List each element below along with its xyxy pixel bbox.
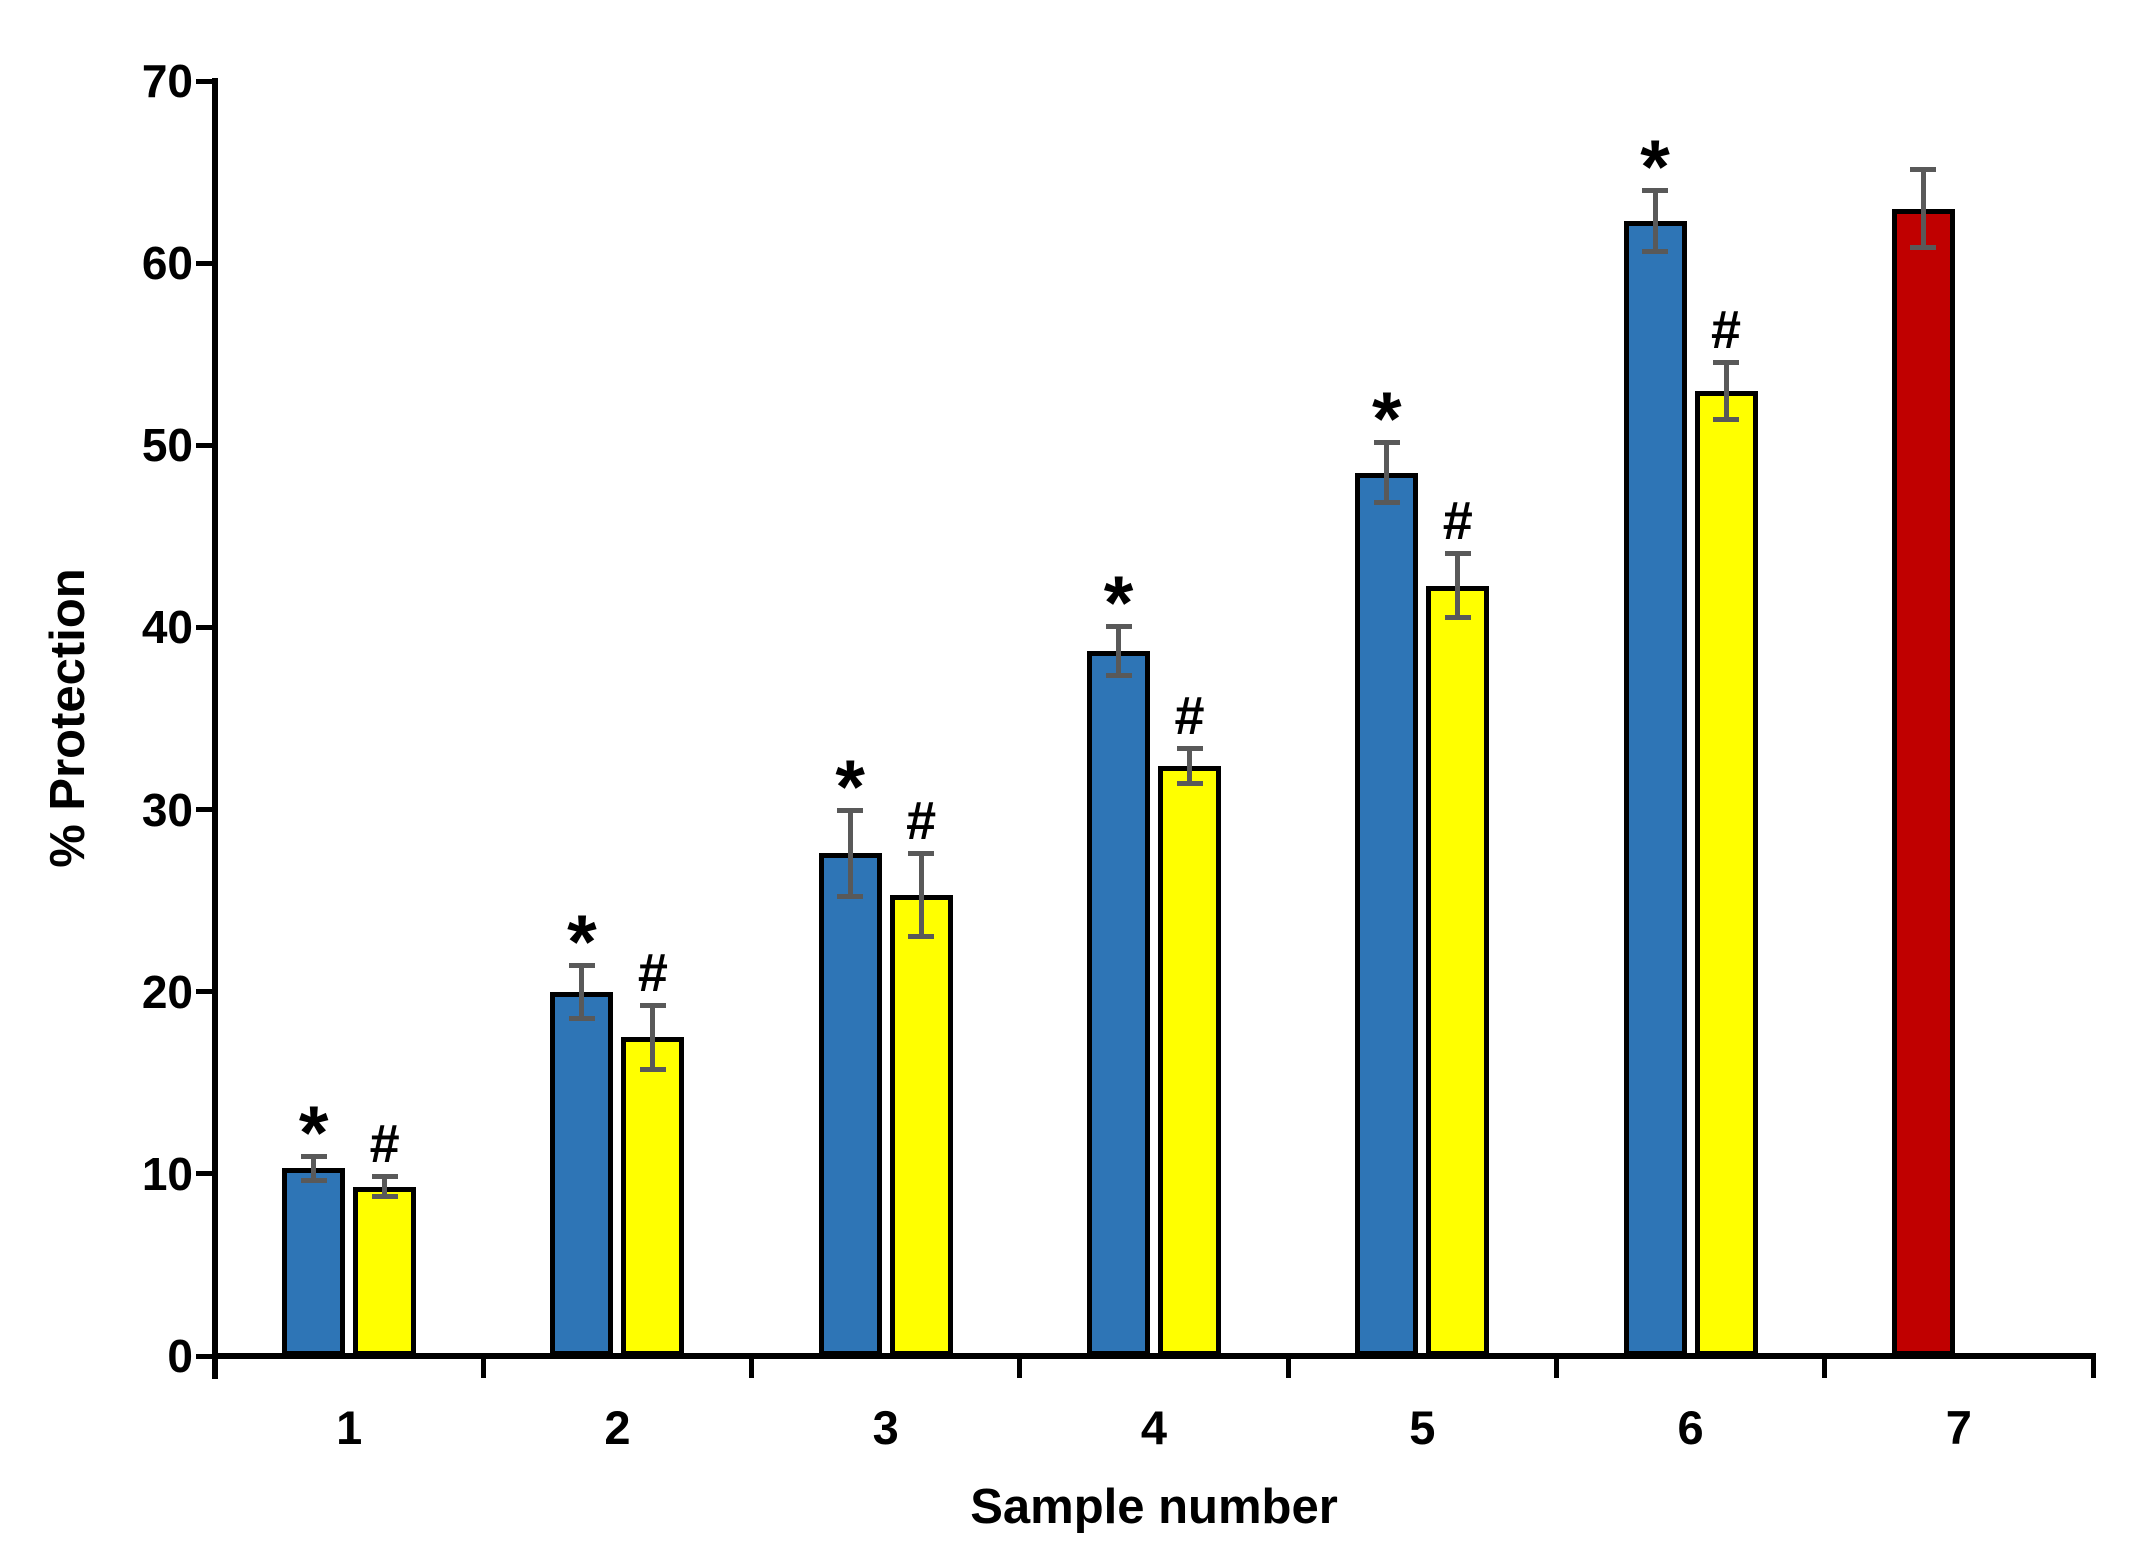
x-axis-line [212,1353,2096,1359]
bar-blue-series-2 [550,991,614,1356]
significance-asterisk: * [298,1090,329,1176]
error-bar-line [1920,166,1926,251]
y-tick [196,442,215,448]
error-bar-line [918,851,924,939]
error-bar-cap-bottom [1444,615,1471,621]
x-tick [1822,1356,1828,1378]
error-bar-cap-top [639,1002,666,1008]
significance-hash: # [1174,685,1205,746]
y-tick-label: 30 [141,783,193,836]
error-bar-line [311,1153,317,1183]
error-bar-line [1116,623,1121,679]
y-tick [196,1353,215,1359]
error-bar-line [1652,188,1658,255]
error-bar-cap-bottom [908,933,935,939]
x-tick [212,1356,218,1378]
x-category-label: 5 [1409,1401,1436,1454]
error-bar-cap-top [1713,359,1740,365]
error-bar-cap-top [1373,439,1400,445]
x-category-label: 7 [1945,1401,1972,1454]
x-tick [749,1356,755,1378]
error-bar-cap-top [1910,166,1937,172]
x-tick [2090,1356,2096,1378]
x-category-label: 3 [872,1401,899,1454]
error-bar-line [1723,359,1729,422]
error-bar-cap-bottom [300,1177,327,1183]
bar-blue-series-6 [1623,221,1687,1356]
error-bar-cap-top [1176,745,1203,751]
significance-asterisk: * [1103,560,1134,646]
significance-hash: # [637,942,668,1003]
error-bar-line [382,1173,388,1200]
error-bar-line [1384,439,1390,506]
error-bar-cap-top [1642,188,1669,194]
error-bar-cap-bottom [639,1066,666,1072]
bar-yellow-series-2 [621,1037,685,1356]
error-bar-line [650,1002,656,1072]
bar-yellow-series-6 [1694,390,1758,1356]
significance-hash: # [369,1113,400,1174]
y-tick [196,1171,215,1177]
x-category-label: 4 [1140,1401,1168,1454]
y-tick-label: 50 [141,419,193,472]
error-bar-cap-bottom [1713,416,1740,422]
bar-yellow-series-5 [1426,585,1490,1356]
error-bar-cap-top [1105,623,1132,629]
error-bar-line [579,962,585,1021]
error-bar-cap-bottom [1642,249,1669,255]
x-tick [1017,1356,1023,1378]
significance-hash: # [1711,299,1742,360]
bar-blue-series-5 [1355,472,1419,1356]
x-axis-title: Sample number [970,1480,1338,1534]
error-bar-cap-bottom [568,1015,595,1021]
significance-asterisk: * [1371,376,1402,462]
error-bar-cap-bottom [1105,673,1132,679]
bar-blue-series-4 [1087,651,1150,1356]
bar-yellow-series-4 [1158,765,1221,1356]
error-bar-cap-top [908,851,935,857]
y-tick [196,260,215,266]
error-bar-line [1455,550,1461,621]
y-axis-line [212,78,218,1379]
y-tick-label: 60 [141,237,193,290]
error-bar-cap-top [300,1153,327,1159]
error-bar-cap-bottom [837,893,864,899]
x-category-label: 1 [336,1401,363,1454]
bar-blue-series-1 [282,1168,346,1356]
y-tick [196,807,215,813]
y-tick [196,989,215,995]
x-category-label: 6 [1677,1401,1704,1454]
bar-yellow-series-1 [353,1186,417,1356]
error-bar-cap-top [837,807,864,813]
significance-hash: # [1442,490,1473,551]
bar-red-series-7 [1891,208,1955,1356]
y-tick-label: 40 [141,601,193,654]
error-bar-cap-bottom [1373,500,1400,506]
error-bar-cap-bottom [371,1194,398,1200]
bar-blue-series-3 [818,853,882,1356]
error-bar-cap-bottom [1910,245,1937,251]
error-bar-cap-bottom [1176,780,1203,786]
error-bar-cap-top [568,962,595,968]
x-tick [1553,1356,1559,1378]
y-tick [196,624,215,630]
error-bar-cap-top [1444,550,1471,556]
y-tick-label: 10 [141,1147,193,1200]
significance-hash: # [906,791,937,852]
bar-yellow-series-3 [889,895,953,1356]
x-tick [480,1356,486,1378]
error-bar-cap-top [371,1173,398,1179]
x-category-label: 2 [604,1401,631,1454]
error-bar-line [1187,745,1192,786]
y-tick [196,78,215,84]
y-tick-label: 20 [141,965,193,1018]
significance-asterisk: * [1640,125,1670,211]
error-bar-line [847,807,853,899]
significance-asterisk: * [835,744,865,830]
y-tick-label: 0 [167,1330,193,1382]
significance-asterisk: * [567,899,597,985]
x-tick [1285,1356,1291,1378]
y-tick-label: 70 [141,55,193,107]
